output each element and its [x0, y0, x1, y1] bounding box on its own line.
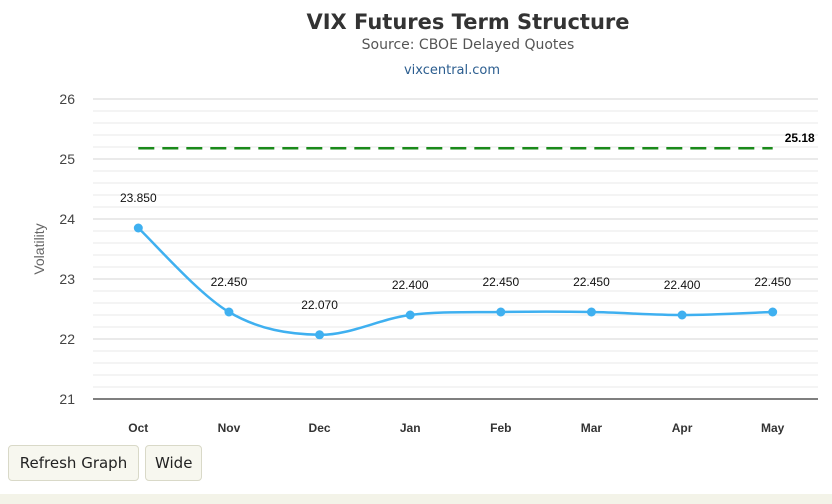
x-tick-label: Apr — [672, 421, 693, 435]
reference-label: 25.18 — [785, 131, 815, 145]
x-tick-label: Feb — [490, 421, 511, 435]
data-label: 22.400 — [664, 278, 701, 292]
x-tick-label: Nov — [218, 421, 241, 435]
axis-layer: 212223242526OctNovDecJanFebMarAprMayFutu… — [31, 91, 818, 435]
chart-title: VIX Futures Term Structure — [306, 10, 629, 34]
label-layer: 23.850 22.450 22.070 22.400 22.450 22.450 22.4… — [120, 191, 791, 312]
source-link[interactable]: vixcentral.com — [404, 63, 500, 78]
data-label: 22.070 — [301, 298, 338, 312]
y-tick-label: 26 — [59, 91, 75, 107]
data-label: 22.450 — [573, 275, 610, 289]
data-label: 23.850 — [120, 191, 157, 205]
term-structure-chart: VIX Futures Term Structure Source: CBOE … — [31, 10, 818, 435]
refresh-graph-button[interactable]: Refresh Graph — [8, 445, 139, 481]
y-tick-label: 23 — [59, 271, 75, 287]
footer-strip — [0, 494, 832, 504]
data-point[interactable] — [315, 330, 325, 340]
chart-area: VIX Futures Term Structure Source: CBOE … — [31, 10, 818, 435]
data-point[interactable] — [768, 307, 778, 317]
y-tick-label: 25 — [59, 151, 75, 167]
data-point[interactable] — [224, 307, 234, 317]
y-axis-title: Volatility — [31, 223, 47, 274]
data-label: 22.450 — [754, 275, 791, 289]
data-point[interactable] — [133, 223, 143, 233]
reference-layer: 25.18 — [138, 131, 815, 150]
y-tick-label: 21 — [59, 391, 75, 407]
x-tick-label: May — [761, 421, 785, 435]
y-tick-label: 24 — [59, 211, 75, 227]
data-label: 22.450 — [482, 275, 519, 289]
data-point[interactable] — [586, 307, 596, 317]
x-tick-label: Oct — [128, 421, 148, 435]
x-tick-label: Mar — [581, 421, 603, 435]
data-label: 22.450 — [211, 275, 248, 289]
y-tick-label: 22 — [59, 331, 75, 347]
data-label: 22.400 — [392, 278, 429, 292]
x-tick-label: Jan — [400, 421, 421, 435]
grid-layer — [93, 98, 818, 400]
data-point[interactable] — [677, 310, 687, 320]
chart-subtitle: Source: CBOE Delayed Quotes — [362, 37, 575, 53]
wide-button[interactable]: Wide — [145, 445, 202, 481]
data-point[interactable] — [405, 310, 415, 320]
series-layer — [133, 223, 778, 340]
x-tick-label: Dec — [309, 421, 331, 435]
data-point[interactable] — [496, 307, 506, 317]
